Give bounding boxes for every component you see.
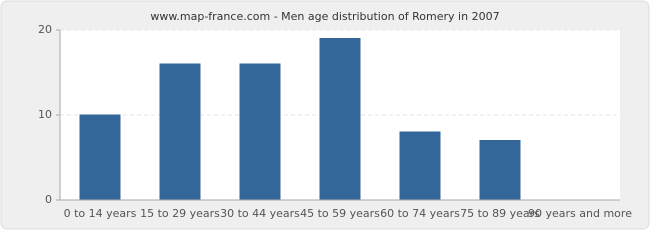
bar <box>319 38 361 201</box>
x-tick-label: 90 years and more <box>528 207 632 220</box>
bar <box>159 63 201 201</box>
x-tick-label: 45 to 59 years <box>300 207 380 220</box>
bar <box>79 114 121 201</box>
chart-title: www.map-france.com - Men age distributio… <box>150 10 499 23</box>
y-tick-label: 10 <box>38 108 52 121</box>
bar <box>479 140 521 201</box>
x-tick-label: 30 to 44 years <box>220 207 300 220</box>
y-tick-label: 0 <box>45 193 52 206</box>
bar-layer <box>79 38 521 201</box>
x-tick-label: 60 to 74 years <box>380 207 460 220</box>
chart: www.map-france.com - Men age distributio… <box>0 0 650 230</box>
x-tick-label: 75 to 89 years <box>460 207 540 220</box>
x-tick-label: 0 to 14 years <box>64 207 137 220</box>
x-tick-label: 15 to 29 years <box>140 207 220 220</box>
bar <box>239 63 281 201</box>
bar <box>399 131 441 201</box>
y-tick-label: 20 <box>38 23 52 36</box>
